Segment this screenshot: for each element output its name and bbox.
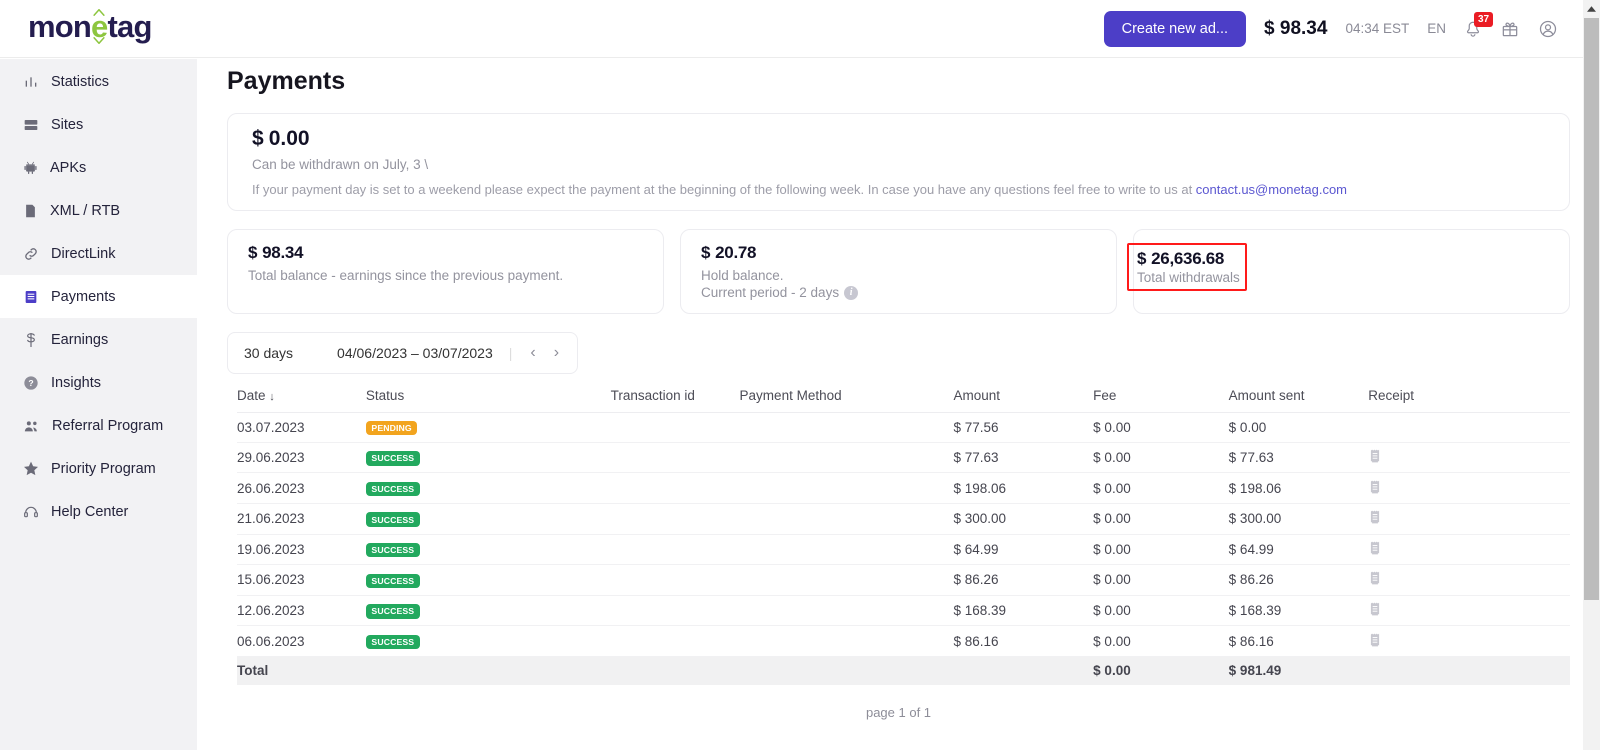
svg-text:?: ? (28, 378, 33, 388)
